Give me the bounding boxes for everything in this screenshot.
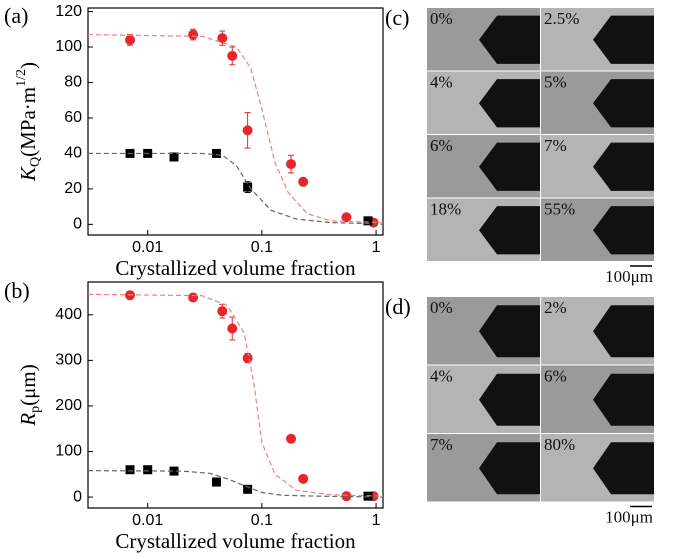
image-label: 7% [544, 136, 567, 155]
y-tick-label: 60 [64, 109, 82, 126]
scale-label: 100μm [605, 507, 653, 526]
data-point [188, 292, 199, 303]
image-label: 7% [430, 435, 453, 454]
y-tick-label: 120 [55, 3, 82, 20]
x-tick-label: 0.1 [251, 512, 273, 529]
x-tick-label: 0.01 [132, 239, 163, 256]
y-tick-label: 20 [64, 180, 82, 197]
y-tick-label: 80 [64, 74, 82, 91]
notch-shape [593, 142, 654, 191]
y-tick-label: 0 [73, 488, 82, 505]
data-point [169, 466, 179, 476]
x-axis-label: Crystallized volume fraction [115, 529, 356, 553]
panel-label: (a) [4, 3, 28, 28]
y-axis-label: Rp(μm) [16, 364, 43, 426]
data-point [169, 152, 179, 162]
notch-shape [593, 206, 654, 255]
data-point [363, 216, 373, 226]
image-label: 80% [544, 435, 575, 454]
notch-shape [479, 206, 540, 255]
fit-curve [87, 34, 384, 224]
data-point [341, 491, 352, 502]
x-tick-label: 0.01 [132, 512, 163, 529]
notch-shape [593, 79, 654, 128]
notch-shape [593, 373, 654, 426]
notch-shape [479, 442, 540, 495]
data-point [286, 433, 297, 444]
y-tick-label: 100 [55, 38, 82, 55]
data-point [217, 306, 228, 317]
data-point [143, 465, 153, 475]
y-label-part: K [16, 166, 40, 182]
y-label-part: Q [28, 157, 43, 167]
y-tick-label: 40 [64, 145, 82, 162]
x-tick-label: 1 [372, 512, 381, 529]
data-point [125, 34, 136, 45]
data-point [243, 182, 253, 192]
y-label-part: ) [16, 62, 40, 69]
y-tick-label: 0 [73, 216, 82, 233]
y-tick-label: 200 [55, 397, 82, 414]
panel-label: (b) [4, 278, 30, 303]
panel-label: (d) [385, 294, 411, 319]
fit-curve [88, 152, 384, 225]
y-axis-label: KQ(MPa·m1/2) [14, 62, 43, 182]
image-label: 0% [430, 9, 453, 28]
notch-shape [593, 305, 654, 358]
y-label-part: (μm) [16, 364, 40, 406]
data-point [227, 323, 238, 334]
y-tick-label: 400 [55, 306, 82, 323]
y-label-part: p [28, 406, 43, 413]
plot-frame [87, 7, 384, 236]
notch-shape [593, 15, 654, 64]
data-point [211, 148, 221, 158]
data-point [217, 33, 228, 44]
notch-shape [593, 442, 654, 495]
y-label-part: R [16, 413, 40, 427]
data-point [243, 484, 253, 494]
image-label: 5% [544, 72, 567, 91]
y-label-part: (MPa·m [16, 87, 40, 157]
image-label: 2.5% [544, 9, 579, 28]
data-point [242, 353, 253, 364]
data-point [298, 176, 309, 187]
y-tick-label: 300 [55, 352, 82, 369]
x-axis-label: Crystallized volume fraction [115, 256, 356, 280]
image-label: 6% [544, 366, 567, 385]
x-tick-label: 0.1 [251, 239, 273, 256]
panel-label: (c) [385, 5, 409, 30]
data-point [188, 29, 199, 40]
notch-shape [479, 15, 540, 64]
image-label: 6% [430, 136, 453, 155]
notch-shape [479, 79, 540, 128]
image-label: 2% [544, 298, 567, 317]
data-point [125, 465, 135, 475]
image-label: 4% [430, 72, 453, 91]
image-label: 4% [430, 366, 453, 385]
data-point [227, 50, 238, 61]
image-label: 0% [430, 298, 453, 317]
fit-curve [87, 470, 384, 498]
notch-shape [479, 142, 540, 191]
image-label: 55% [544, 199, 575, 218]
data-point [211, 477, 221, 487]
fit-curve [87, 293, 384, 497]
data-point [341, 212, 352, 223]
image-label: 18% [430, 199, 461, 218]
notch-shape [479, 305, 540, 358]
x-tick-label: 1 [372, 239, 381, 256]
data-point [286, 159, 297, 170]
y-tick-label: 100 [55, 443, 82, 460]
data-point [242, 125, 253, 136]
notch-shape [479, 373, 540, 426]
plot-frame [87, 281, 384, 509]
data-point [298, 473, 309, 484]
scale-label: 100μm [605, 267, 653, 286]
y-label-part: 1/2 [14, 69, 29, 87]
